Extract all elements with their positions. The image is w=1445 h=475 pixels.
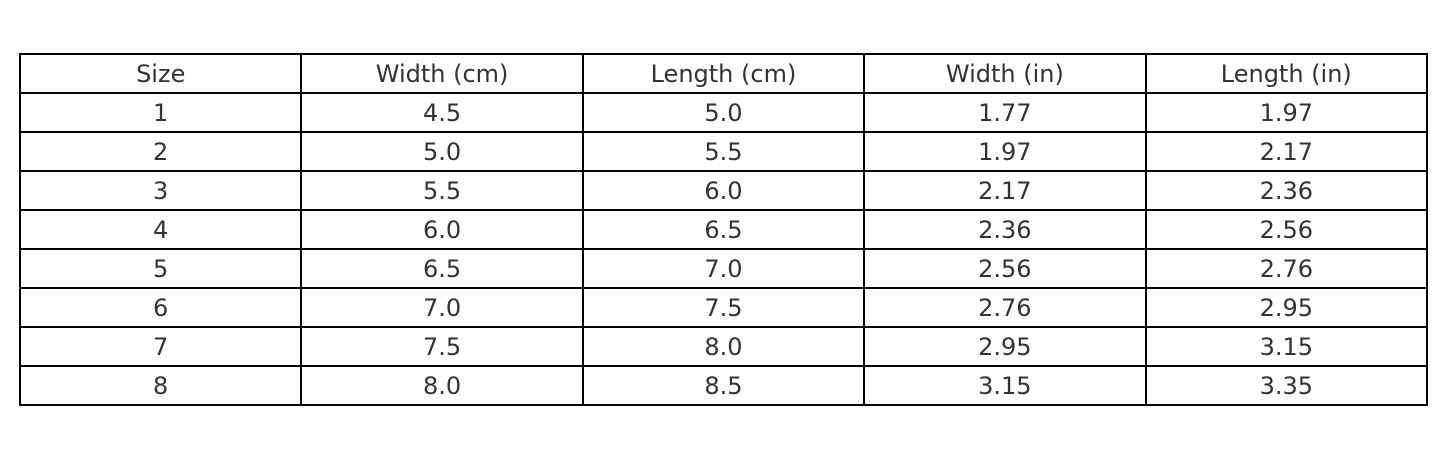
table-cell: 5.5 xyxy=(300,170,584,211)
table-cell: 4 xyxy=(18,209,303,250)
table-cell: 7.5 xyxy=(300,326,584,367)
table-cell: 2.76 xyxy=(863,287,1147,328)
table-cell: 2.95 xyxy=(863,326,1147,367)
table-row: 4 6.0 6.5 2.36 2.56 xyxy=(18,209,1429,250)
table-cell: 2 xyxy=(18,131,303,172)
table-cell: 2.36 xyxy=(863,209,1147,250)
table-cell: 7.0 xyxy=(581,248,866,289)
header-cell: Size xyxy=(18,53,303,94)
table-cell: 5 xyxy=(18,248,303,289)
table-cell: 2.95 xyxy=(1144,287,1429,328)
table-cell: 8.5 xyxy=(581,365,866,406)
table-cell: 2.17 xyxy=(1144,131,1429,172)
header-cell: Width (cm) xyxy=(300,53,584,94)
table-cell: 5.0 xyxy=(581,92,866,133)
table-cell: 6.0 xyxy=(581,170,866,211)
table-row: 7 7.5 8.0 2.95 3.15 xyxy=(18,326,1429,367)
table-cell: 6.0 xyxy=(300,209,584,250)
header-cell: Length (cm) xyxy=(581,53,866,94)
table-row: 2 5.0 5.5 1.97 2.17 xyxy=(18,131,1429,172)
table-cell: 7.0 xyxy=(300,287,584,328)
table-cell: 3 xyxy=(18,170,303,211)
table-cell: 4.5 xyxy=(300,92,584,133)
table-cell: 5.5 xyxy=(581,131,866,172)
table-cell: 3.35 xyxy=(1144,365,1429,406)
header-cell: Length (in) xyxy=(1144,53,1429,94)
table-cell: 8.0 xyxy=(300,365,584,406)
header-cell: Width (in) xyxy=(863,53,1147,94)
table-cell: 2.56 xyxy=(863,248,1147,289)
table-cell: 2.56 xyxy=(1144,209,1429,250)
table-cell: 5.0 xyxy=(300,131,584,172)
table-row: 1 4.5 5.0 1.77 1.97 xyxy=(18,92,1429,133)
table-body: Size Width (cm) Length (cm) Width (in) Lengt… xyxy=(18,53,1429,406)
table-row: 6 7.0 7.5 2.76 2.95 xyxy=(18,287,1429,328)
table-cell: 7 xyxy=(18,326,303,367)
table-cell: 2.76 xyxy=(1144,248,1429,289)
table-cell: 3.15 xyxy=(863,365,1147,406)
table-cell: 1 xyxy=(18,92,303,133)
table-cell: 6 xyxy=(18,287,303,328)
table-row: 5 6.5 7.0 2.56 2.76 xyxy=(18,248,1429,289)
table-cell: 8.0 xyxy=(581,326,866,367)
size-table: Size Width (cm) Length (cm) Width (in) Lengt… xyxy=(18,53,1429,406)
table-cell: 6.5 xyxy=(300,248,584,289)
table-row: 3 5.5 6.0 2.17 2.36 xyxy=(18,170,1429,211)
table-row: 8 8.0 8.5 3.15 3.35 xyxy=(18,365,1429,406)
header-row: Size Width (cm) Length (cm) Width (in) Lengt… xyxy=(18,53,1429,94)
table-cell: 2.17 xyxy=(863,170,1147,211)
table-cell: 1.97 xyxy=(863,131,1147,172)
table-cell: 2.36 xyxy=(1144,170,1429,211)
table-cell: 1.97 xyxy=(1144,92,1429,133)
table-cell: 8 xyxy=(18,365,303,406)
table-cell: 1.77 xyxy=(863,92,1147,133)
table-cell: 3.15 xyxy=(1144,326,1429,367)
table-cell: 6.5 xyxy=(581,209,866,250)
table-cell: 7.5 xyxy=(581,287,866,328)
